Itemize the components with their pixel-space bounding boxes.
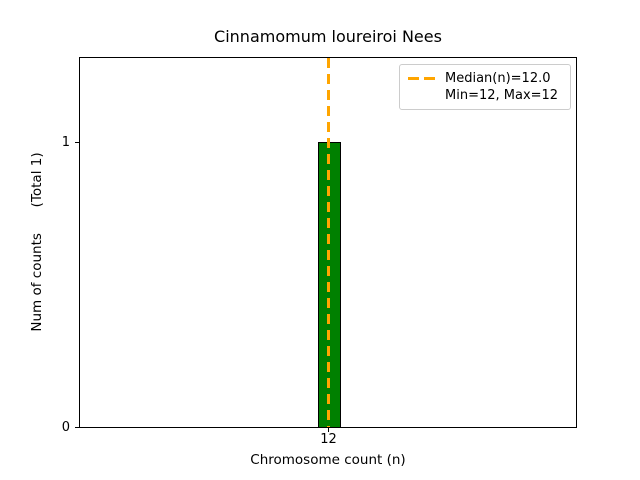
y-tick-mark-0 [75, 427, 79, 429]
y-tick-label-0: 0 [61, 420, 70, 435]
legend-median-label: Median(n)=12.0 [445, 71, 551, 86]
x-tick-label-12: 12 [320, 432, 337, 447]
y-tick-mark-1 [75, 142, 79, 144]
y-axis-label: Num of counts (Total 1) [29, 152, 45, 332]
legend-row-median: Median(n)=12.0 [408, 70, 562, 87]
plot-area: Median(n)=12.0 Min=12, Max=12 [79, 57, 577, 428]
legend: Median(n)=12.0 Min=12, Max=12 [399, 64, 571, 110]
dashed-line-icon [408, 77, 436, 80]
chart-title: Cinnamomum loureiroi Nees [214, 27, 442, 46]
legend-row-minmax: Min=12, Max=12 [408, 87, 562, 104]
legend-minmax-label: Min=12, Max=12 [445, 88, 559, 103]
median-vline [327, 58, 330, 427]
x-tick-mark-12 [328, 428, 330, 432]
y-tick-label-1: 1 [61, 135, 70, 150]
x-axis-label: Chromosome count (n) [250, 452, 406, 468]
